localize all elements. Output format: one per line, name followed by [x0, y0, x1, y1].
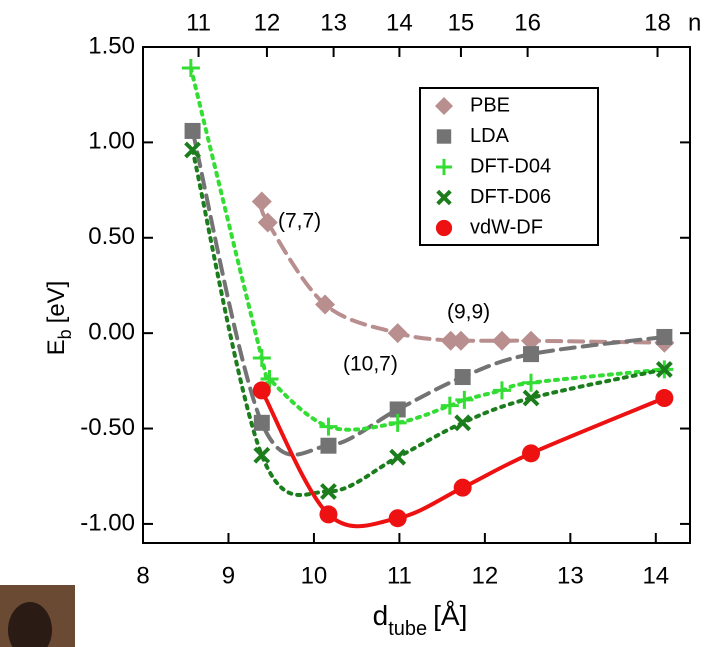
marker-square [184, 122, 201, 139]
marker-diamond [251, 191, 272, 212]
marker-diamond [257, 212, 278, 233]
x-tick-label: 9 [222, 562, 235, 589]
marker-cross [389, 448, 407, 466]
marker-square [389, 401, 406, 418]
marker-plus [440, 396, 459, 415]
marker-circle [453, 478, 472, 497]
marker-cross [522, 389, 540, 407]
marker-plus [260, 369, 279, 388]
y-tick-label: -0.50 [80, 414, 135, 441]
y-tick-label: 1.50 [88, 32, 135, 59]
x-axis-label: dtube [Å] [373, 600, 468, 640]
x2-tick-label: 16 [514, 9, 541, 36]
x2-tick-label: 18 [644, 9, 671, 36]
marker-plus [522, 373, 541, 392]
y-label-sub: b [55, 329, 75, 339]
marker-cross [320, 483, 337, 500]
x-tick-label: 8 [136, 562, 149, 589]
legend-marker [435, 219, 453, 237]
y-tick-label: 1.00 [88, 128, 135, 155]
x-label-unit: [Å] [433, 600, 467, 631]
y-label-unit: [eV] [43, 281, 70, 324]
marker-square [320, 437, 337, 454]
legend-label: PBE [470, 94, 510, 116]
x-tick-label: 13 [557, 562, 584, 589]
marker-square [656, 328, 673, 345]
x2-tick-label: 15 [448, 9, 475, 36]
marker-plus [455, 390, 474, 409]
marker-cross [454, 414, 472, 432]
x2-tick-label: 12 [254, 9, 281, 36]
marker-plus [492, 381, 511, 400]
marker-circle [522, 444, 541, 463]
marker-circle [252, 381, 271, 400]
marker-diamond [387, 323, 408, 344]
legend-label: LDA [470, 125, 510, 147]
marker-diamond [491, 330, 512, 351]
marker-plus [319, 417, 338, 436]
webcam-person [8, 602, 52, 647]
marker-square [253, 414, 270, 431]
annotation: (7,7) [278, 210, 321, 233]
marker-plus [181, 58, 200, 77]
marker-diamond [521, 330, 542, 351]
series-line [259, 388, 667, 529]
marker-plus [388, 413, 407, 432]
y-tick-label: -1.00 [80, 509, 135, 536]
legend-marker [436, 189, 452, 206]
plot-frame [142, 46, 691, 544]
x-tick-label: 12 [472, 562, 499, 589]
x-tick-label: 11 [387, 562, 412, 589]
marker-diamond [315, 294, 336, 315]
marker-square [523, 346, 540, 363]
marker-circle [388, 509, 407, 528]
x-tick-label: 14 [642, 562, 669, 589]
x2-axis-label: n [688, 9, 701, 36]
x-label-sub: tube [388, 618, 427, 640]
x2-tick-label: 14 [386, 9, 413, 36]
plot-area [181, 58, 675, 529]
legend-label: DFT-D04 [470, 155, 551, 177]
legend-marker [436, 129, 452, 144]
y-tick-label: 0.50 [88, 223, 135, 250]
legend-label: DFT-D06 [470, 186, 551, 208]
marker-cross [184, 141, 201, 159]
x2-tick-label: 11 [186, 9, 211, 36]
marker-circle [319, 505, 338, 524]
marker-cross [253, 446, 271, 464]
x-tick-label: 10 [301, 562, 328, 589]
y-tick-label: 0.00 [88, 318, 135, 345]
legend-marker [435, 97, 453, 115]
marker-diamond [450, 330, 471, 351]
annotation: (9,9) [447, 301, 490, 324]
legend-marker [435, 158, 453, 176]
marker-cross [655, 360, 673, 378]
x2-tick-label: 13 [320, 9, 347, 36]
marker-plus [252, 348, 271, 367]
marker-square [454, 369, 471, 386]
legend: PBE LDA DFT-D04 DFT-D06 vdW-DF [419, 87, 599, 246]
annotation: (10,7) [343, 353, 398, 376]
x-label-main: d [373, 600, 389, 631]
series-line [188, 65, 667, 432]
marker-diamond [440, 330, 461, 351]
marker-circle [655, 389, 674, 408]
y-axis-label: Eb [eV] [43, 281, 74, 356]
legend-label: vdW-DF [470, 216, 543, 238]
y-label-main: E [43, 339, 70, 355]
